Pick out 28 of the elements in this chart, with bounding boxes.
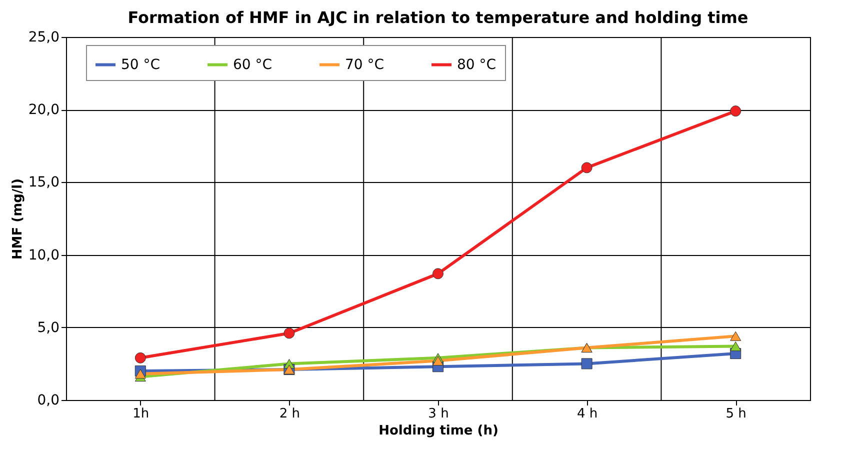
- x-axis-title: Holding time (h): [378, 424, 498, 438]
- point: [730, 341, 742, 352]
- point: [730, 331, 742, 341]
- legend-label: 80 °C: [457, 56, 496, 73]
- y-tick-label: 10,0: [28, 247, 60, 264]
- x-tick-label: 4 h: [576, 406, 598, 422]
- legend-label: 70 °C: [345, 56, 384, 73]
- x-tick-label: 3 h: [428, 406, 449, 422]
- legend-label: 50 °C: [121, 56, 160, 73]
- y-tick-label: 20,0: [28, 102, 60, 118]
- point: [581, 358, 592, 370]
- point: [284, 328, 295, 339]
- x-tick-label: 5 h: [726, 406, 746, 422]
- x-tick-label: 1h: [132, 406, 150, 422]
- point: [134, 369, 146, 379]
- x-tick-label: 2 h: [279, 406, 300, 422]
- chart-title: Formation of HMF in AJC in relation to temperature and holding time: [128, 8, 748, 27]
- point: [134, 352, 146, 364]
- y-tick-label: 25,0: [28, 30, 60, 46]
- y-axis-title: HMF (mg/l): [10, 178, 26, 260]
- y-tick-label: 0,0: [37, 392, 60, 408]
- point: [432, 268, 444, 280]
- y-tick-label: 15,0: [28, 174, 60, 191]
- point: [730, 106, 742, 117]
- point: [581, 162, 592, 174]
- legend-label: 60 °C: [233, 56, 272, 73]
- point: [432, 356, 444, 366]
- y-tick-label: 5,0: [37, 320, 60, 336]
